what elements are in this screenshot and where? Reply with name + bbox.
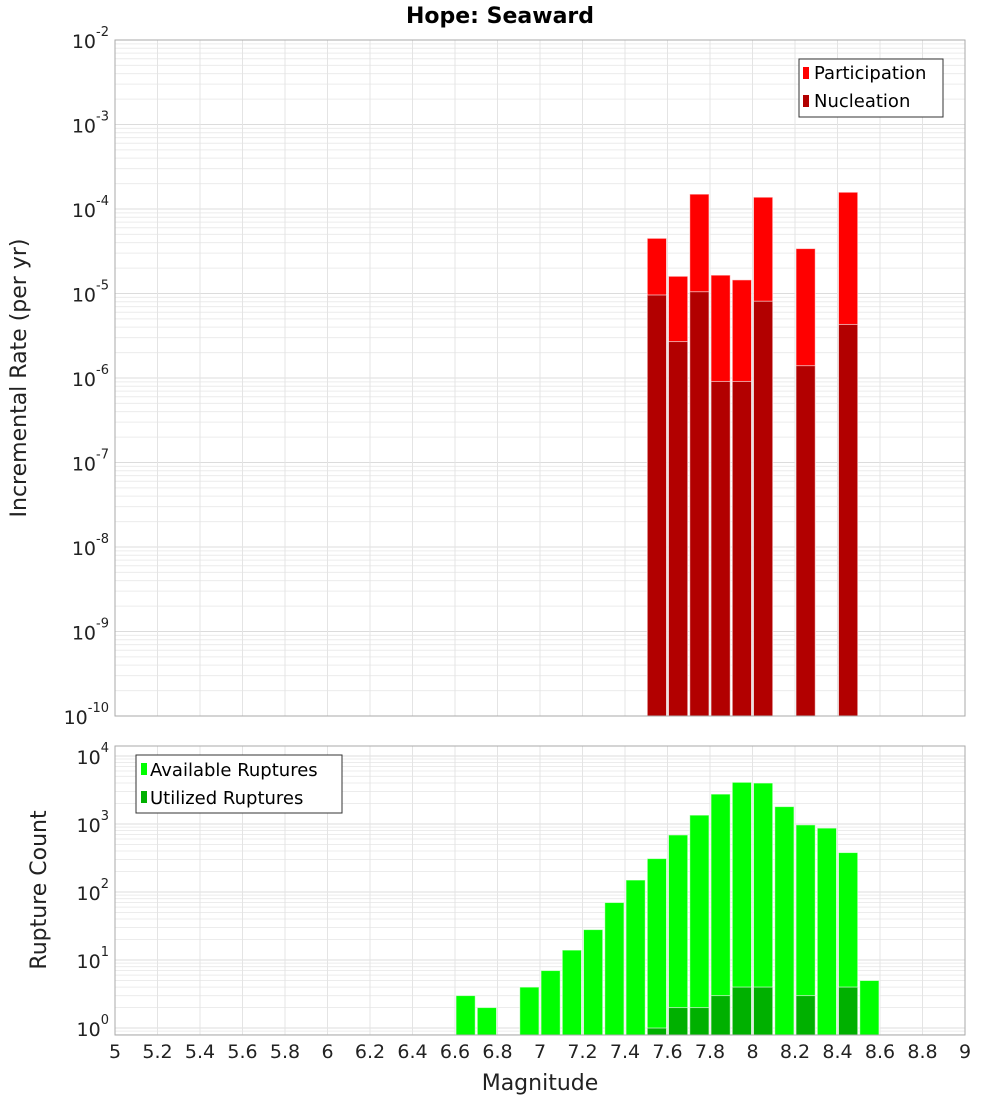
x-tick-label: 6.4 <box>397 1041 427 1063</box>
bar-available-ruptures <box>561 949 582 1036</box>
x-tick-label: 6 <box>321 1041 333 1063</box>
legend-swatch-nucleation <box>803 95 809 107</box>
y-tick-label: 10-2 <box>72 25 109 53</box>
bar-available-ruptures <box>859 979 880 1036</box>
y-tick-label: 100 <box>77 1013 109 1041</box>
bar-utilized-ruptures <box>731 986 752 1036</box>
legend-label-available: Available Ruptures <box>150 760 318 781</box>
y-tick-label: 10-10 <box>64 701 109 729</box>
y-tick-label: 101 <box>77 945 109 973</box>
legend-swatch-utilized <box>141 791 147 803</box>
bar-nucleation <box>710 380 731 717</box>
x-axis-label: Magnitude <box>482 1071 599 1096</box>
y-tick-label: 10-6 <box>72 363 109 391</box>
bottom-legend: Available Ruptures Utilized Ruptures <box>135 754 343 814</box>
x-tick-label: 6.8 <box>482 1041 512 1063</box>
top-y-axis-label: Incremental Rate (per yr) <box>7 239 32 518</box>
x-tick-label: 7.6 <box>652 1041 682 1063</box>
y-tick-label: 104 <box>77 741 109 769</box>
chart-title: Hope: Seaward <box>406 4 594 29</box>
bar-utilized-ruptures <box>668 1007 689 1036</box>
y-tick-label: 102 <box>77 877 109 905</box>
bar-available-ruptures <box>455 995 476 1036</box>
x-tick-label: 6.2 <box>355 1041 385 1063</box>
bar-available-ruptures <box>816 827 837 1036</box>
bar-available-ruptures <box>519 986 540 1036</box>
x-tick-label: 5.6 <box>227 1041 257 1063</box>
x-tick-label: 9 <box>959 1041 971 1063</box>
bar-nucleation <box>668 341 689 717</box>
top-legend: Participation Nucleation <box>798 58 944 118</box>
bar-utilized-ruptures <box>689 1007 710 1036</box>
x-tick-label: 7.4 <box>610 1041 640 1063</box>
x-tick-label: 5.2 <box>142 1041 172 1063</box>
top-plot-area <box>114 39 966 717</box>
x-tick-label: 8.2 <box>780 1041 810 1063</box>
y-tick-label: 10-3 <box>72 110 109 138</box>
y-tick-label: 103 <box>77 809 109 837</box>
x-tick-label: 7 <box>534 1041 546 1063</box>
bar-nucleation <box>646 294 667 717</box>
bar-nucleation <box>795 365 816 717</box>
bar-available-ruptures <box>774 806 795 1036</box>
y-tick-label: 10-7 <box>72 448 109 476</box>
bar-available-ruptures <box>625 879 646 1036</box>
bar-utilized-ruptures <box>838 986 859 1036</box>
x-tick-label: 5.8 <box>270 1041 300 1063</box>
bar-available-ruptures <box>604 902 625 1036</box>
plot-border <box>114 39 966 717</box>
x-tick-label: 7.2 <box>567 1041 597 1063</box>
legend-swatch-participation <box>803 67 809 79</box>
bar-available-ruptures <box>476 1007 497 1036</box>
plot-border <box>114 745 966 1036</box>
x-tick-label: 8.6 <box>865 1041 895 1063</box>
legend-label-nucleation: Nucleation <box>814 91 910 112</box>
bar-nucleation <box>753 300 774 717</box>
bottom-y-axis-label: Rupture Count <box>27 810 52 970</box>
y-tick-label: 10-8 <box>72 532 109 560</box>
bar-available-ruptures <box>668 834 689 1036</box>
bar-nucleation <box>689 291 710 717</box>
x-tick-label: 8.4 <box>822 1041 852 1063</box>
x-tick-label: 5.4 <box>185 1041 215 1063</box>
y-tick-label: 10-4 <box>72 194 109 222</box>
x-tick-label: 6.6 <box>440 1041 470 1063</box>
bar-available-ruptures <box>689 814 710 1036</box>
legend-label-utilized: Utilized Ruptures <box>150 788 303 809</box>
bar-utilized-ruptures <box>795 995 816 1036</box>
bar-nucleation <box>731 380 752 717</box>
bar-available-ruptures <box>646 858 667 1036</box>
x-tick-label: 8.8 <box>907 1041 937 1063</box>
legend-swatch-available <box>141 763 147 775</box>
y-tick-label: 10-5 <box>72 279 109 307</box>
bar-utilized-ruptures <box>710 995 731 1036</box>
x-tick-label: 5 <box>109 1041 121 1063</box>
bar-utilized-ruptures <box>646 1027 667 1036</box>
x-tick-label: 7.8 <box>695 1041 725 1063</box>
legend-label-participation: Participation <box>814 63 926 84</box>
x-tick-label: 8 <box>746 1041 758 1063</box>
bar-nucleation <box>838 323 859 717</box>
bar-available-ruptures <box>583 929 604 1036</box>
bar-utilized-ruptures <box>753 986 774 1036</box>
bar-available-ruptures <box>540 970 561 1036</box>
y-tick-label: 10-9 <box>72 617 109 645</box>
